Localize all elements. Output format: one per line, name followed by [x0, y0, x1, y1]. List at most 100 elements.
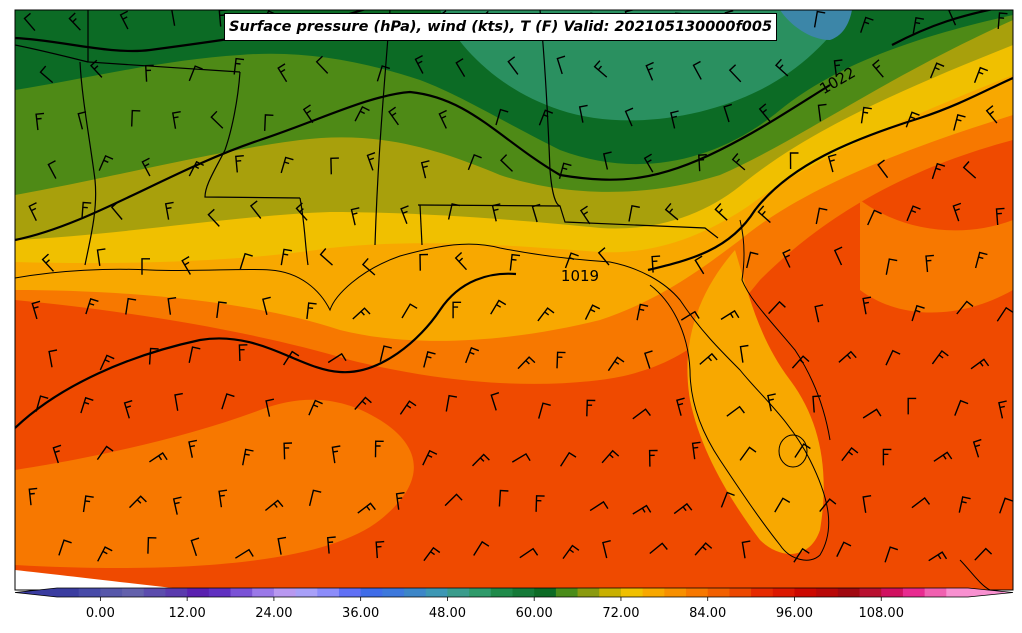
- wind-barb: [931, 350, 949, 365]
- colorbar-swatch: [837, 588, 861, 597]
- wind-barb: [264, 499, 284, 512]
- wind-barb: [119, 10, 129, 30]
- isobar-label-1019: 1019: [561, 267, 599, 285]
- wind-barb: [28, 487, 38, 506]
- wind-barb: [280, 156, 294, 174]
- wind-barb: [110, 201, 123, 220]
- wind-barb: [814, 304, 824, 323]
- wind-barb: [164, 201, 174, 220]
- wind-barb: [190, 537, 200, 557]
- colorbar-swatch: [469, 588, 492, 597]
- wind-barb: [562, 544, 580, 560]
- wind-barb: [511, 452, 531, 463]
- wind-barb: [509, 253, 521, 271]
- wind-barb: [584, 304, 601, 320]
- wind-barb: [644, 350, 653, 369]
- wind-barb: [500, 154, 513, 172]
- wind-barb: [538, 109, 554, 126]
- wind-barb: [775, 58, 789, 77]
- wind-barb: [628, 204, 640, 222]
- wind-barb: [838, 350, 857, 363]
- wind-barb: [907, 397, 917, 415]
- colorbar-swatch: [729, 588, 752, 597]
- wind-barb: [129, 495, 147, 509]
- colorbar-tick-label: 0.00: [85, 606, 115, 621]
- wind-barb: [925, 254, 934, 273]
- wind-barb: [985, 105, 998, 124]
- wind-barb: [302, 104, 314, 124]
- colorbar-swatch: [382, 588, 405, 597]
- wind-barb: [283, 350, 300, 366]
- wind-barb: [739, 446, 757, 461]
- wind-barb: [624, 107, 634, 127]
- wind-barb: [366, 152, 376, 171]
- wind-barb: [68, 12, 81, 31]
- colorbar-tick-label: 96.00: [775, 606, 814, 621]
- wind-barb: [726, 405, 745, 417]
- wind-barb: [741, 540, 751, 559]
- wind-barb: [906, 205, 921, 222]
- wind-barb: [877, 159, 889, 179]
- wind-barb: [218, 489, 228, 508]
- wind-barb: [48, 349, 58, 368]
- colorbar-swatch: [751, 588, 774, 597]
- wind-barb: [265, 398, 275, 417]
- wind-barb: [794, 443, 811, 458]
- wind-barb: [958, 496, 971, 513]
- wind-barb: [731, 153, 746, 171]
- wind-barb: [174, 392, 183, 411]
- wind-barb: [507, 56, 519, 75]
- wind-barb: [31, 300, 41, 320]
- wind-barb: [188, 160, 205, 177]
- colorbar-swatch: [447, 588, 470, 597]
- colorbar-swatch: [881, 588, 904, 597]
- wind-barb: [233, 57, 245, 75]
- wind-barb: [929, 62, 945, 79]
- wind-barb: [388, 106, 399, 126]
- wind-barb: [746, 251, 759, 269]
- wind-barbs: [23, 10, 1013, 563]
- colorbar-tick-label: 60.00: [515, 606, 553, 621]
- wind-barb: [277, 536, 287, 555]
- colorbar-swatch: [273, 588, 297, 597]
- wind-barb: [782, 248, 791, 268]
- wind-barb: [602, 151, 612, 170]
- wind-barb: [953, 114, 966, 131]
- wind-barb: [928, 551, 948, 562]
- wind-barb: [82, 495, 94, 513]
- wind-barb: [455, 58, 466, 77]
- wind-barb: [326, 536, 336, 554]
- wind-barb: [636, 303, 649, 321]
- wind-barb: [578, 104, 588, 123]
- wind-barb: [793, 547, 810, 563]
- wind-barb: [401, 303, 418, 319]
- wind-barb: [970, 358, 990, 370]
- colorbar-swatch: [924, 588, 947, 597]
- wind-barb: [262, 296, 271, 315]
- wind-barb: [147, 536, 157, 554]
- colorbar-swatch: [187, 588, 210, 597]
- wind-barb: [643, 153, 654, 173]
- wind-barb: [692, 60, 702, 80]
- wind-barb: [905, 111, 920, 128]
- wind-barb: [931, 162, 946, 180]
- colorbar-tick-label: 72.00: [602, 606, 640, 621]
- wind-barb: [948, 10, 957, 26]
- wind-barb: [144, 64, 154, 82]
- wind-barb: [235, 548, 254, 559]
- wind-barb: [836, 541, 852, 558]
- colorbar-swatch: [620, 588, 644, 597]
- colorbar-swatch: [252, 588, 275, 597]
- wind-barb: [141, 157, 151, 177]
- wind-barb: [648, 449, 658, 467]
- wind-barb: [974, 251, 988, 269]
- colorbar-swatch: [772, 588, 795, 597]
- colorbar-swatch: [122, 588, 145, 597]
- wind-barb: [235, 155, 244, 173]
- wind-barb: [354, 105, 370, 122]
- colorbar-tick-label: 36.00: [342, 606, 380, 621]
- wind-barb: [884, 546, 899, 563]
- wind-barb: [997, 12, 1008, 29]
- colorbar-swatch: [490, 588, 513, 597]
